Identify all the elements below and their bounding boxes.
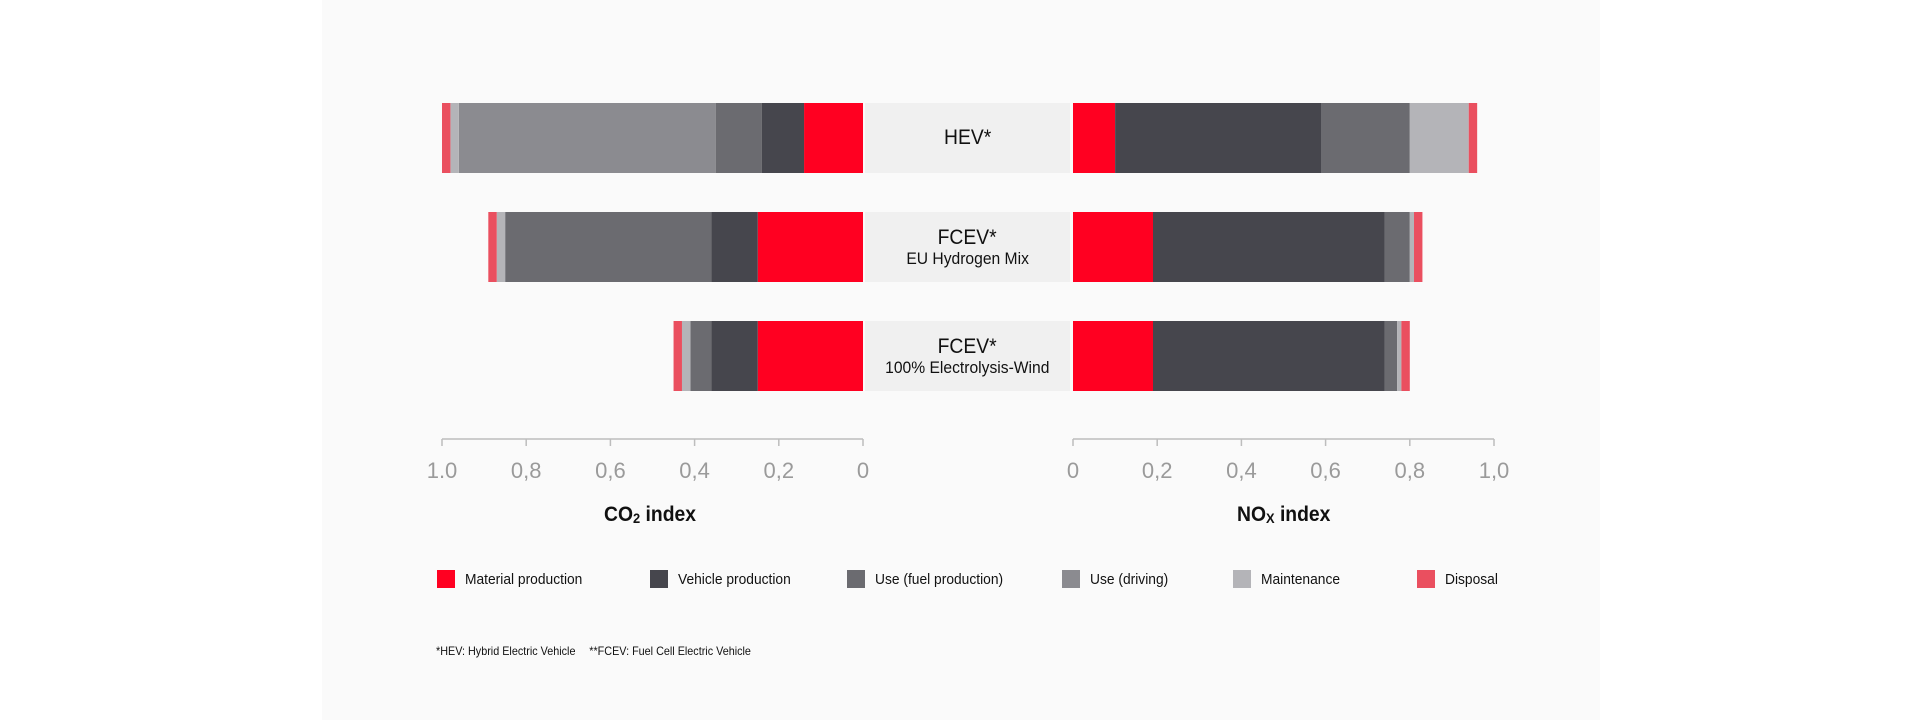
- nox-tick-label: 0: [1067, 458, 1079, 483]
- legend-swatch: [437, 570, 455, 588]
- legend-swatch: [1062, 570, 1080, 588]
- legend-label: Use (driving): [1090, 570, 1169, 588]
- co2-bar-segment: [690, 321, 712, 391]
- nox-bar-segment: [1073, 103, 1116, 173]
- legend-item-use-driving: Use (driving): [1062, 570, 1175, 588]
- footnote-fcev: **FCEV: Fuel Cell Electric Vehicle: [589, 644, 751, 658]
- footnote-hev: *HEV: Hybrid Electric Vehicle: [436, 644, 576, 658]
- co2-tick-label: 0: [857, 458, 869, 483]
- co2-bar-segment: [757, 321, 863, 391]
- co2-bar-segment: [673, 321, 682, 391]
- co2-tick-label: 1.0: [427, 458, 458, 483]
- legend-label: Material production: [465, 570, 583, 588]
- co2-tick-label: 0,4: [679, 458, 710, 483]
- co2-bar-segment: [711, 212, 758, 282]
- nox-bar-segment: [1414, 212, 1423, 282]
- nox-axis-title: NOX index: [1237, 503, 1331, 526]
- co2-bar-segment: [505, 212, 712, 282]
- co2-bar-segment: [488, 212, 497, 282]
- footnote: *HEV: Hybrid Electric Vehicle **FCEV: Fu…: [436, 644, 751, 658]
- category-subtitle: 100% Electrolysis-Wind: [885, 358, 1050, 378]
- nox-bar-segment: [1152, 321, 1385, 391]
- category-name: FCEV*: [937, 334, 998, 358]
- co2-axis-title: CO2 index: [604, 503, 696, 526]
- co2-bar-segment: [757, 212, 863, 282]
- nox-tick-label: 0,4: [1226, 458, 1257, 483]
- legend-label: Vehicle production: [678, 570, 791, 588]
- nox-tick-label: 0,2: [1142, 458, 1173, 483]
- nox-tick-label: 0,6: [1310, 458, 1341, 483]
- co2-bar-segment: [715, 103, 762, 173]
- legend-label: Maintenance: [1261, 570, 1341, 588]
- category-label-hev: HEV*: [865, 103, 1070, 173]
- nox-bar-segment: [1115, 103, 1322, 173]
- co2-bar-segment: [458, 103, 716, 173]
- category-name: FCEV*: [937, 225, 998, 249]
- nox-bar-segment: [1321, 103, 1410, 173]
- nox-tick-label: 0,8: [1395, 458, 1426, 483]
- legend-swatch: [650, 570, 668, 588]
- co2-tick-label: 0,6: [595, 458, 626, 483]
- legend-item-material-production: Material production: [437, 570, 593, 588]
- category-name: HEV*: [943, 126, 992, 150]
- legend-item-use-fuel-production: Use (fuel production): [847, 570, 1014, 588]
- nox-bar-segment: [1401, 321, 1410, 391]
- nox-bar-segment: [1384, 321, 1398, 391]
- nox-bar-segment: [1409, 103, 1469, 173]
- co2-bar-segment: [804, 103, 863, 173]
- nox-bar-segment: [1397, 321, 1402, 391]
- legend-swatch: [847, 570, 865, 588]
- legend-label: Use (fuel production): [875, 570, 1004, 588]
- category-label-fcev-eu-mix: FCEV* EU Hydrogen Mix: [865, 212, 1070, 282]
- legend-swatch: [1233, 570, 1251, 588]
- nox-tick-label: 1,0: [1479, 458, 1510, 483]
- nox-bar-segment: [1073, 212, 1153, 282]
- co2-bar-segment: [442, 103, 451, 173]
- legend-label: Disposal: [1445, 570, 1498, 588]
- nox-bar-segment: [1409, 212, 1415, 282]
- category-subtitle: EU Hydrogen Mix: [906, 249, 1029, 269]
- nox-bar-segment: [1152, 212, 1385, 282]
- co2-bar-segment: [761, 103, 805, 173]
- legend-item-disposal: Disposal: [1417, 570, 1503, 588]
- co2-bar-segment: [450, 103, 459, 173]
- co2-tick-label: 0,2: [764, 458, 795, 483]
- legend-item-maintenance: Maintenance: [1233, 570, 1347, 588]
- legend-item-vehicle-production: Vehicle production: [650, 570, 801, 588]
- nox-bar-segment: [1384, 212, 1410, 282]
- category-label-fcev-wind: FCEV* 100% Electrolysis-Wind: [865, 321, 1070, 391]
- legend-swatch: [1417, 570, 1435, 588]
- co2-bar-segment: [711, 321, 758, 391]
- co2-tick-label: 0,8: [511, 458, 542, 483]
- co2-bar-segment: [681, 321, 691, 391]
- nox-bar-segment: [1073, 321, 1153, 391]
- co2-bar-segment: [496, 212, 506, 282]
- nox-bar-segment: [1468, 103, 1478, 173]
